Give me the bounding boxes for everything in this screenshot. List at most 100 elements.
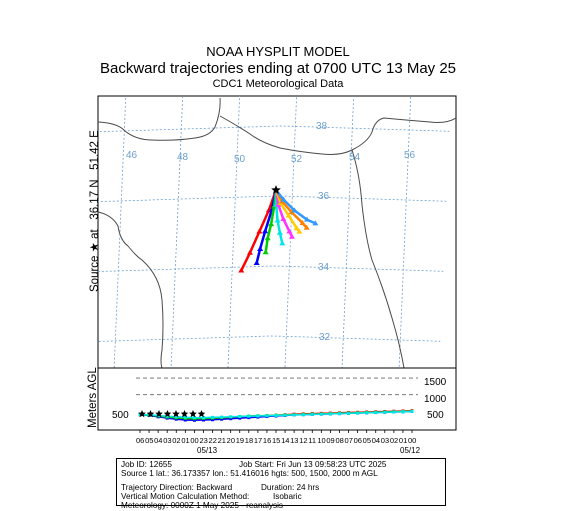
title-block: NOAA HYSPLIT MODEL Backward trajectories… bbox=[100, 44, 456, 91]
meridian-line bbox=[170, 96, 184, 368]
height-trace-point bbox=[229, 417, 233, 421]
lon-label: 52 bbox=[291, 154, 303, 165]
time-tick-label: 03 bbox=[163, 436, 171, 445]
trajectory-point bbox=[253, 260, 260, 266]
level-label-500: 500 bbox=[427, 410, 444, 421]
height-trace-point bbox=[383, 410, 387, 414]
height-trace-point bbox=[356, 411, 360, 415]
parallel-line bbox=[98, 125, 450, 133]
lon-label: 56 bbox=[404, 150, 416, 161]
height-trace-point bbox=[301, 413, 305, 417]
meridian-line bbox=[227, 96, 241, 368]
height-source-star bbox=[163, 410, 172, 418]
height-trace-point bbox=[265, 414, 269, 418]
lon-label: 50 bbox=[234, 154, 246, 165]
time-tick-label: 00 bbox=[190, 436, 198, 445]
height-trace-point bbox=[220, 417, 224, 421]
time-tick-label: 03 bbox=[381, 436, 389, 445]
height-trace-point bbox=[292, 413, 296, 417]
height-trace-point bbox=[274, 413, 278, 417]
level-label-1000: 1000 bbox=[424, 394, 447, 405]
trajectory-point bbox=[262, 228, 269, 234]
height-source-star bbox=[155, 410, 163, 418]
height-trace-point bbox=[183, 418, 187, 422]
height-trace-point bbox=[328, 412, 332, 416]
trajectory-point bbox=[268, 221, 275, 227]
time-tick-label: 06 bbox=[136, 436, 144, 445]
height-trace-point bbox=[347, 411, 351, 415]
longitude-labels: 46 48 50 52 54 56 bbox=[126, 150, 416, 165]
time-tick-label: 02 bbox=[390, 436, 398, 445]
height-trace-point bbox=[365, 411, 369, 415]
trajectory-point bbox=[299, 220, 306, 226]
trajectory-point bbox=[264, 235, 271, 241]
meridian-line bbox=[398, 96, 412, 368]
trajectory-point bbox=[257, 245, 264, 251]
trajectory-point bbox=[279, 240, 286, 246]
height-trace-point bbox=[319, 412, 323, 416]
trajectory-point bbox=[280, 196, 287, 202]
duration: Duration: 24 hrs bbox=[261, 483, 320, 492]
height-trace-point bbox=[192, 416, 196, 420]
source-info: Source 1 lat.: 36.173357 lon.: 51.416016… bbox=[121, 469, 378, 478]
meteorology: Meteorology: 0000Z 1 May 2025 - reanalys… bbox=[121, 501, 284, 510]
trajectory-direction: Trajectory Direction: Backward bbox=[121, 483, 233, 492]
height-trace-point bbox=[220, 415, 224, 419]
source-star bbox=[271, 185, 281, 195]
lon-label: 46 bbox=[126, 150, 138, 161]
time-tick-label: 07 bbox=[345, 436, 353, 445]
height-traces bbox=[138, 409, 414, 422]
time-tick-label: 17 bbox=[254, 436, 262, 445]
lat-label: 36 bbox=[318, 191, 330, 202]
trajectory-point bbox=[303, 216, 310, 222]
height-source-star bbox=[189, 410, 197, 418]
time-tick-label: 15 bbox=[272, 436, 280, 445]
lat-label: 34 bbox=[318, 262, 330, 273]
time-tick-label: 04 bbox=[372, 436, 380, 445]
lat-label: 38 bbox=[316, 121, 328, 132]
time-tick-label: 22 bbox=[209, 436, 217, 445]
time-tick-label: 21 bbox=[218, 436, 226, 445]
height-trace-point bbox=[229, 415, 233, 419]
time-tick-label: 19 bbox=[236, 436, 244, 445]
job-info-box: Job ID: 12655 Job Start: Fri Jun 13 09:5… bbox=[116, 458, 446, 510]
trajectory-point bbox=[288, 233, 295, 239]
height-trace-point bbox=[192, 418, 196, 422]
time-tick-label: 12 bbox=[299, 436, 307, 445]
time-tick-label: 11 bbox=[308, 436, 316, 445]
source-marker bbox=[271, 185, 281, 195]
time-tick-label: 14 bbox=[281, 436, 289, 445]
trajectory-lines bbox=[238, 189, 319, 273]
time-tick-label: 04 bbox=[154, 436, 162, 445]
height-trace-point bbox=[201, 416, 205, 420]
height-source-star bbox=[146, 410, 155, 418]
height-trace-point bbox=[238, 416, 242, 420]
time-tick-label: 05 bbox=[363, 436, 371, 445]
height-trace-point bbox=[256, 414, 260, 418]
vertical-method: Vertical Motion Calculation Method: bbox=[121, 492, 250, 501]
time-tick-label: 20 bbox=[227, 436, 235, 445]
height-source-star bbox=[197, 410, 206, 418]
vertical-method-value: Isobaric bbox=[273, 492, 302, 501]
left-height-label: 500 bbox=[112, 410, 129, 421]
time-tick-label: 13 bbox=[290, 436, 298, 445]
parallel-line bbox=[98, 335, 441, 342]
trajectory-point bbox=[246, 249, 253, 255]
height-panel-frame bbox=[97, 367, 457, 431]
job-id: Job ID: 12655 bbox=[121, 460, 172, 469]
meridian-line bbox=[341, 96, 355, 368]
trajectory-point bbox=[296, 228, 303, 234]
time-tick-label: 09 bbox=[326, 436, 334, 445]
height-trace-point bbox=[165, 414, 169, 418]
date-left: 05/13 bbox=[197, 446, 218, 455]
chart-title: Backward trajectories ending at 0700 UTC… bbox=[100, 60, 457, 77]
parallel-line bbox=[98, 195, 447, 203]
height-trace-point bbox=[401, 410, 405, 414]
model-name: NOAA HYSPLIT MODEL bbox=[206, 44, 350, 59]
trajectory-point bbox=[274, 217, 281, 223]
trajectory-point bbox=[262, 249, 269, 255]
height-trace-point bbox=[138, 413, 142, 417]
time-tick-label: 08 bbox=[335, 436, 343, 445]
lat-label: 32 bbox=[319, 332, 331, 343]
